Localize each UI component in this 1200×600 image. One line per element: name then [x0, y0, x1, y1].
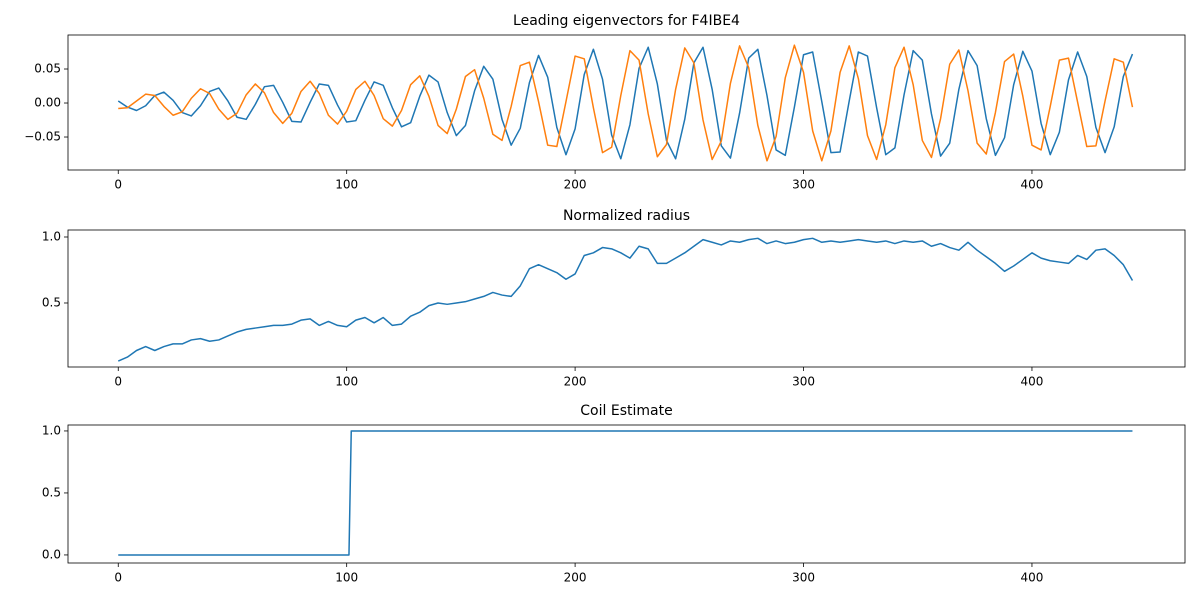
subplot: Coil Estimate 0 100 200 300 400 0.0 0.5 1.0 — [42, 403, 1186, 585]
x-tick-label: 400 — [1021, 375, 1044, 389]
x-tick-label: 100 — [335, 571, 358, 585]
y-tick-label: 0.00 — [34, 96, 61, 110]
y-tick-label: 0.0 — [42, 547, 61, 561]
x-tick-label: 200 — [564, 178, 587, 192]
y-tick-label: 0.5 — [42, 295, 61, 309]
y-tick-label: −0.05 — [24, 130, 61, 144]
x-tick-label: 400 — [1021, 178, 1044, 192]
x-tick-label: 300 — [792, 571, 815, 585]
x-tick-label: 100 — [335, 375, 358, 389]
x-tick-label: 0 — [114, 178, 122, 192]
axes-frame — [67, 34, 1186, 171]
y-tick-label: 1.0 — [42, 229, 61, 243]
x-tick-label: 200 — [564, 375, 587, 389]
y-tick-label: 0.5 — [42, 485, 61, 499]
series-line — [118, 430, 1133, 556]
y-tick-label: 1.0 — [42, 423, 61, 437]
subplot: Normalized radius 0 100 200 300 400 0.5 1.0 — [42, 208, 1186, 389]
x-tick-label: 200 — [564, 571, 587, 585]
axes-frame — [67, 424, 1186, 564]
series-line — [118, 44, 1134, 162]
x-tick-label: 300 — [792, 178, 815, 192]
series-line — [117, 46, 1134, 160]
x-tick-label: 0 — [114, 375, 122, 389]
subplot-title: Normalized radius — [563, 208, 690, 224]
x-tick-label: 100 — [335, 178, 358, 192]
series-line — [117, 237, 1134, 362]
subplot-title: Coil Estimate — [580, 403, 672, 419]
x-tick-label: 300 — [792, 375, 815, 389]
subplot: Leading eigenvectors for F4IBE4 0 100 200 30… — [24, 13, 1186, 192]
axes-frame — [67, 229, 1186, 368]
subplot-title: Leading eigenvectors for F4IBE4 — [513, 13, 740, 29]
x-tick-label: 400 — [1021, 571, 1044, 585]
y-tick-label: 0.05 — [34, 62, 61, 76]
x-tick-label: 0 — [114, 571, 122, 585]
